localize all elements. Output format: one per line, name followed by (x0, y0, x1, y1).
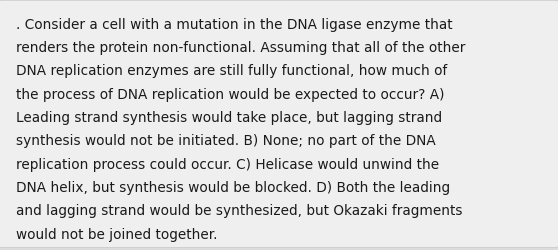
Text: replication process could occur. C) Helicase would unwind the: replication process could occur. C) Heli… (16, 157, 439, 171)
Text: DNA replication enzymes are still fully functional, how much of: DNA replication enzymes are still fully … (16, 64, 447, 78)
Text: the process of DNA replication would be expected to occur? A): the process of DNA replication would be … (16, 87, 444, 101)
Text: Leading strand synthesis would take place, but lagging strand: Leading strand synthesis would take plac… (16, 110, 442, 124)
Text: . Consider a cell with a mutation in the DNA ligase enzyme that: . Consider a cell with a mutation in the… (16, 18, 452, 32)
Text: synthesis would not be initiated. B) None; no part of the DNA: synthesis would not be initiated. B) Non… (16, 134, 435, 148)
Text: would not be joined together.: would not be joined together. (16, 227, 217, 241)
Text: renders the protein non-functional. Assuming that all of the other: renders the protein non-functional. Assu… (16, 41, 465, 55)
Text: DNA helix, but synthesis would be blocked. D) Both the leading: DNA helix, but synthesis would be blocke… (16, 180, 450, 194)
Text: and lagging strand would be synthesized, but Okazaki fragments: and lagging strand would be synthesized,… (16, 204, 462, 218)
